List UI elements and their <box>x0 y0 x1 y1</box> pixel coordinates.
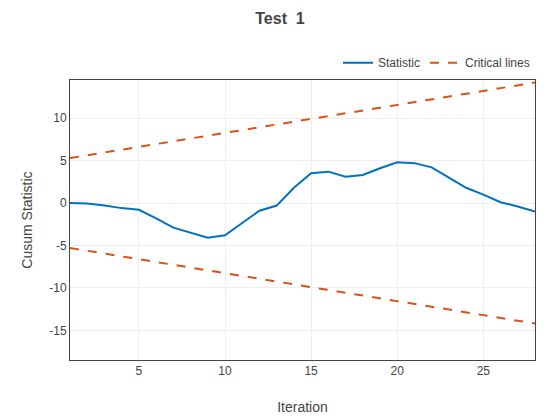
svg-text:5: 5 <box>60 154 67 168</box>
svg-text:25: 25 <box>477 364 491 378</box>
svg-text:Statistic: Statistic <box>378 56 420 70</box>
svg-text:-10: -10 <box>49 281 67 295</box>
svg-text:20: 20 <box>391 364 405 378</box>
svg-text:0: 0 <box>60 196 67 210</box>
svg-text:15: 15 <box>304 364 318 378</box>
svg-text:-5: -5 <box>56 239 67 253</box>
svg-text:Test 1: Test 1 <box>255 10 305 27</box>
svg-text:Iteration: Iteration <box>277 399 328 415</box>
svg-text:Critical lines: Critical lines <box>465 56 530 70</box>
svg-text:Cusum Statistic: Cusum Statistic <box>19 171 35 268</box>
svg-text:10: 10 <box>53 111 67 125</box>
svg-text:10: 10 <box>218 364 232 378</box>
svg-text:-15: -15 <box>49 324 67 338</box>
svg-text:5: 5 <box>136 364 143 378</box>
